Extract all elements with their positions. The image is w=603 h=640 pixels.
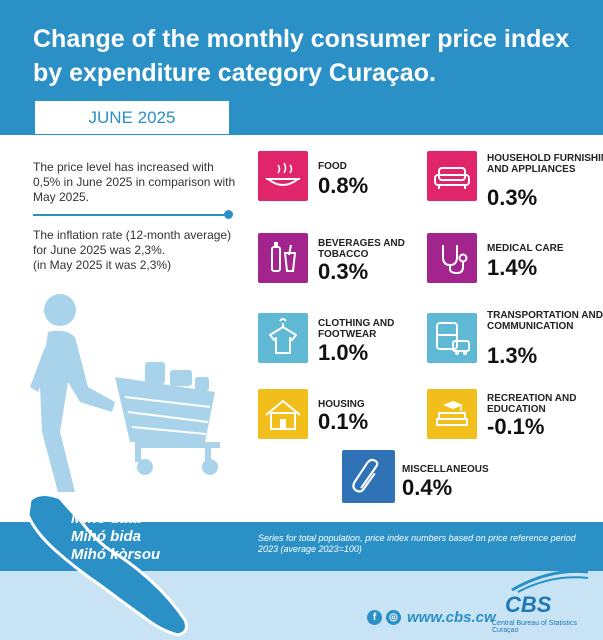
category-name: MEDICAL CARE xyxy=(487,243,564,254)
page-title: Change of the monthly consumer price ind… xyxy=(33,25,570,87)
sofa-icon xyxy=(427,151,477,201)
footnote: Series for total population, price index… xyxy=(258,533,576,554)
category-value: 1.3% xyxy=(487,343,538,368)
category-name: TRANSPORTATION AND COMMUNICATION xyxy=(487,310,603,332)
cbs-logo: CBS xyxy=(505,592,552,617)
bottle-icon xyxy=(258,233,308,283)
price-level-text: The price level has increased with 0,5% … xyxy=(33,160,236,204)
category-value: 1.0% xyxy=(318,340,369,365)
shopper-illustration xyxy=(30,294,220,492)
books-icon xyxy=(427,389,477,439)
cbs-subtitle: Central Bureau of Statistics Curaçao xyxy=(492,620,577,634)
category-name: HOUSING xyxy=(318,399,365,410)
curacao-map-icon xyxy=(26,493,188,637)
divider-line xyxy=(33,214,228,216)
category-value: 0.4% xyxy=(402,475,453,500)
category-value: -0.1% xyxy=(487,414,545,439)
paperclip-icon xyxy=(342,450,395,503)
cbs-logo-icon xyxy=(511,569,589,593)
period-label: JUNE 2025 xyxy=(33,99,231,134)
facebook-icon[interactable]: f xyxy=(367,610,382,625)
instagram-icon[interactable]: ◎ xyxy=(386,610,401,625)
category-value: 0.3% xyxy=(487,185,538,210)
website-link[interactable]: www.cbs.cw xyxy=(407,609,496,626)
category-name: MISCELLANEOUS xyxy=(402,464,489,475)
category-value: 0.3% xyxy=(318,259,369,284)
category-name: BEVERAGES AND TOBACCO xyxy=(318,238,405,260)
slogan-line: Mihó kòrsou xyxy=(71,546,161,563)
inflation-text: The inflation rate (12-month average) fo… xyxy=(33,228,232,272)
bus-icon xyxy=(427,313,477,363)
stethoscope-icon xyxy=(427,233,477,283)
category-name: FOOD xyxy=(318,161,347,172)
food-icon xyxy=(258,151,308,201)
slogan-line: Mihó data xyxy=(71,510,141,527)
category-value: 1.4% xyxy=(487,255,538,280)
category-name: RECREATION AND EDUCATION xyxy=(487,393,577,415)
category-value: 0.1% xyxy=(318,409,369,434)
house-icon xyxy=(258,389,308,439)
category-name: HOUSEHOLD FURNISHING AND APPLIANCES xyxy=(487,153,603,175)
divider-dot xyxy=(224,210,233,219)
category-name: CLOTHING AND FOOTWEAR xyxy=(318,318,395,340)
slogan: Mihó data Mihó bida Mihó kòrsou xyxy=(71,510,160,564)
shirt-icon xyxy=(258,313,308,363)
category-value: 0.8% xyxy=(318,173,369,198)
slogan-line: Mihó bida xyxy=(71,528,141,545)
